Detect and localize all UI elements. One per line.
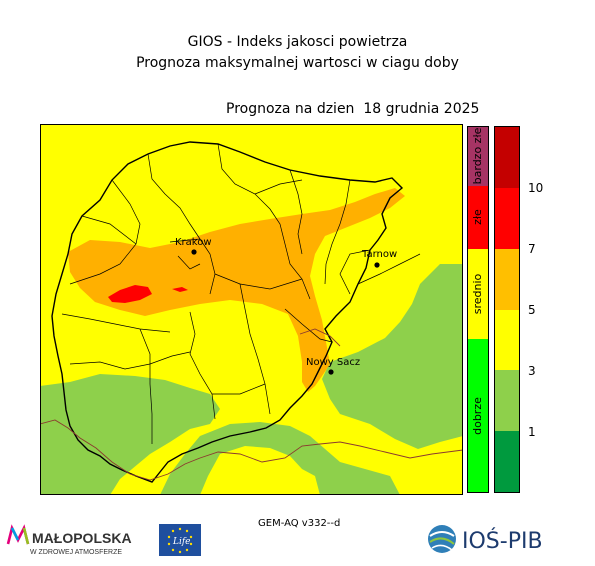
scale-segment-0 xyxy=(495,431,519,492)
green-zone-southwest xyxy=(40,374,220,495)
scale-segment-5 xyxy=(495,127,519,188)
scale-tick-10: 10 xyxy=(528,181,544,195)
category-legend: bardzo złe złe srednio dobrze xyxy=(467,126,489,493)
city-label-krakow: Krakow xyxy=(175,237,212,248)
scale-tick-3: 3 xyxy=(528,364,536,378)
category-moderate: srednio xyxy=(468,249,488,339)
value-scale xyxy=(494,126,520,493)
forecast-date: Prognoza na dzien 18 grudnia 2025 xyxy=(226,101,480,117)
category-good: dobrze xyxy=(468,339,488,492)
ios-pib-text: IOŚ-PIB xyxy=(462,528,543,554)
yellow-island-south xyxy=(200,446,320,495)
title-line-2: Prognoza maksymalnej wartosci w ciagu do… xyxy=(136,55,459,71)
eu-life-text: Life xyxy=(172,537,191,547)
city-marker-tarnow: Tarnow xyxy=(361,249,397,268)
scale-tick-7: 7 xyxy=(528,242,536,256)
red-spot-small xyxy=(172,287,188,292)
national-border xyxy=(40,328,463,481)
red-spot-west xyxy=(108,285,152,303)
scale-segment-3 xyxy=(495,249,519,310)
green-zone-southeast xyxy=(322,264,463,449)
scale-tick-5: 5 xyxy=(528,303,536,317)
category-very-bad: bardzo złe xyxy=(468,127,488,186)
title-line-1: GIOS - Indeks jakosci powietrza xyxy=(187,34,408,50)
category-bad: złe xyxy=(468,186,488,249)
malopolska-name: MAŁOPOLSKA xyxy=(32,530,132,546)
malopolska-tagline: W ZDROWEJ ATMOSFERZE xyxy=(30,549,122,556)
city-label-tarnow: Tarnow xyxy=(361,249,397,260)
city-label-nowy-sacz: Nowy Sacz xyxy=(306,357,360,368)
category-label-moderate: srednio xyxy=(471,273,484,315)
model-label: GEM-AQ v332--d xyxy=(258,518,341,529)
city-marker-krakow: Krakow xyxy=(175,237,212,255)
malopolska-logo: MAŁOPOLSKA W ZDROWEJ ATMOSFERZE xyxy=(6,524,132,556)
map-frame xyxy=(40,124,463,495)
city-marker-nowy-sacz: Nowy Sacz xyxy=(306,357,360,375)
scale-segment-1 xyxy=(495,370,519,431)
ios-pib-logo: IOŚ-PIB xyxy=(428,525,543,554)
category-label-good: dobrze xyxy=(471,397,484,435)
voivodeship-boundary xyxy=(51,141,404,483)
scale-segment-4 xyxy=(495,188,519,249)
scale-segment-2 xyxy=(495,310,519,370)
orange-band xyxy=(68,188,405,392)
county-boundaries xyxy=(61,143,421,444)
scale-tick-1: 1 xyxy=(528,425,536,439)
eu-life-logo: Life xyxy=(159,524,201,556)
forecast-map: Krakow Tarnow Nowy Sacz xyxy=(40,124,463,495)
